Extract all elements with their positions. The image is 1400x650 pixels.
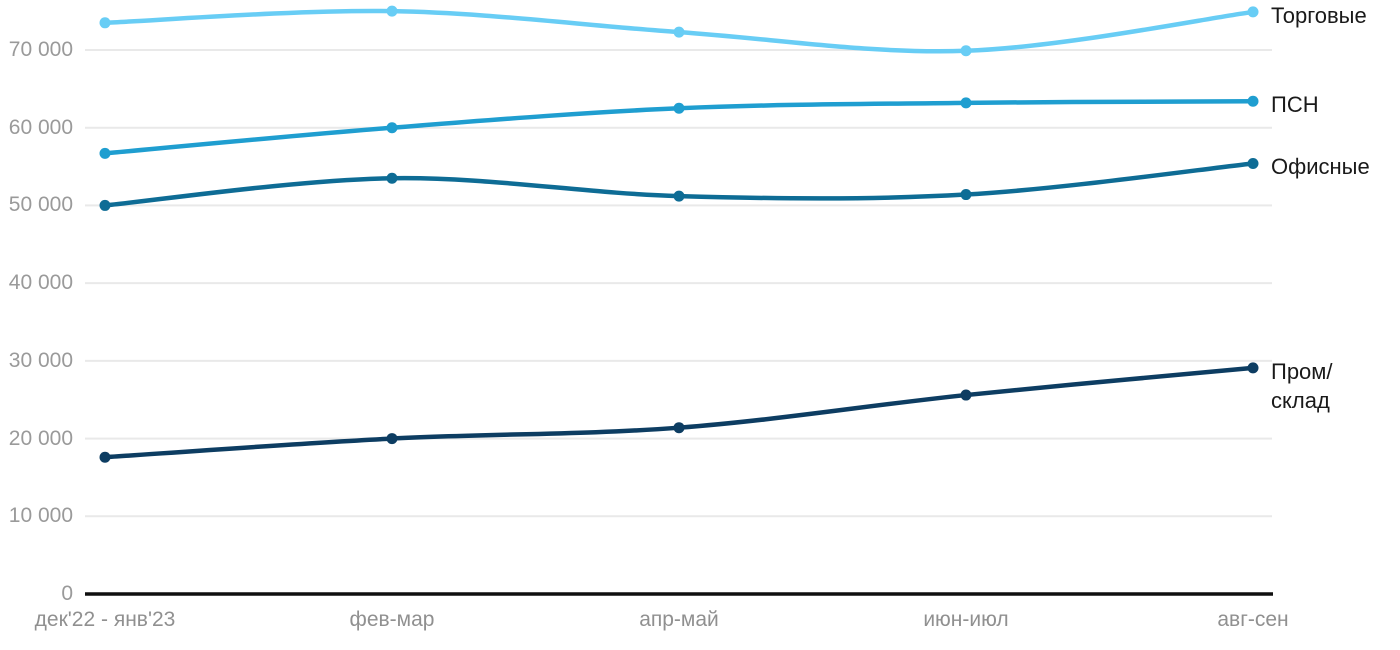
x-axis-tick-label: фев-мар xyxy=(349,608,435,631)
data-point[interactable] xyxy=(386,433,398,445)
series-label-prom-sklad: Пром/склад xyxy=(1271,358,1333,413)
data-point[interactable] xyxy=(386,122,398,134)
data-point[interactable] xyxy=(960,189,972,201)
data-point[interactable] xyxy=(673,190,685,202)
y-axis-tick-label: 0 xyxy=(61,582,73,605)
data-point[interactable] xyxy=(99,147,111,159)
data-point[interactable] xyxy=(1247,95,1259,107)
data-point[interactable] xyxy=(1247,157,1259,169)
x-axis-tick-label: апр-май xyxy=(639,608,719,631)
data-point[interactable] xyxy=(99,451,111,463)
y-axis-tick-label: 70 000 xyxy=(8,38,73,61)
y-axis-tick-label: 30 000 xyxy=(8,348,73,372)
x-axis-tick-label: дек'22 - янв'23 xyxy=(34,608,176,631)
series-label-psn: ПСН xyxy=(1271,92,1319,118)
data-point[interactable] xyxy=(673,422,685,434)
data-point[interactable] xyxy=(1247,6,1259,18)
data-point[interactable] xyxy=(99,17,111,29)
data-point[interactable] xyxy=(99,199,111,211)
data-point[interactable] xyxy=(386,172,398,184)
y-axis-tick-label: 10 000 xyxy=(8,504,73,528)
series-line xyxy=(102,365,1256,460)
data-point[interactable] xyxy=(673,102,685,114)
series-label-torgovye: Торговые xyxy=(1271,2,1367,28)
y-axis-tick-label: 40 000 xyxy=(8,271,73,295)
x-axis-tick-label: авг-сен xyxy=(1217,608,1289,631)
y-axis-tick-label: 20 000 xyxy=(8,426,73,450)
y-axis-tick-label: 60 000 xyxy=(8,115,73,139)
x-axis-tick-label: июн-июл xyxy=(923,608,1009,631)
data-point[interactable] xyxy=(673,26,685,38)
data-point[interactable] xyxy=(960,97,972,109)
series-label-ofisnye: Офисные xyxy=(1271,154,1370,180)
y-axis-tick-label: 50 000 xyxy=(8,193,73,217)
data-point[interactable] xyxy=(960,45,972,57)
data-point[interactable] xyxy=(960,389,972,401)
data-point[interactable] xyxy=(1247,362,1259,374)
data-point[interactable] xyxy=(386,5,398,17)
